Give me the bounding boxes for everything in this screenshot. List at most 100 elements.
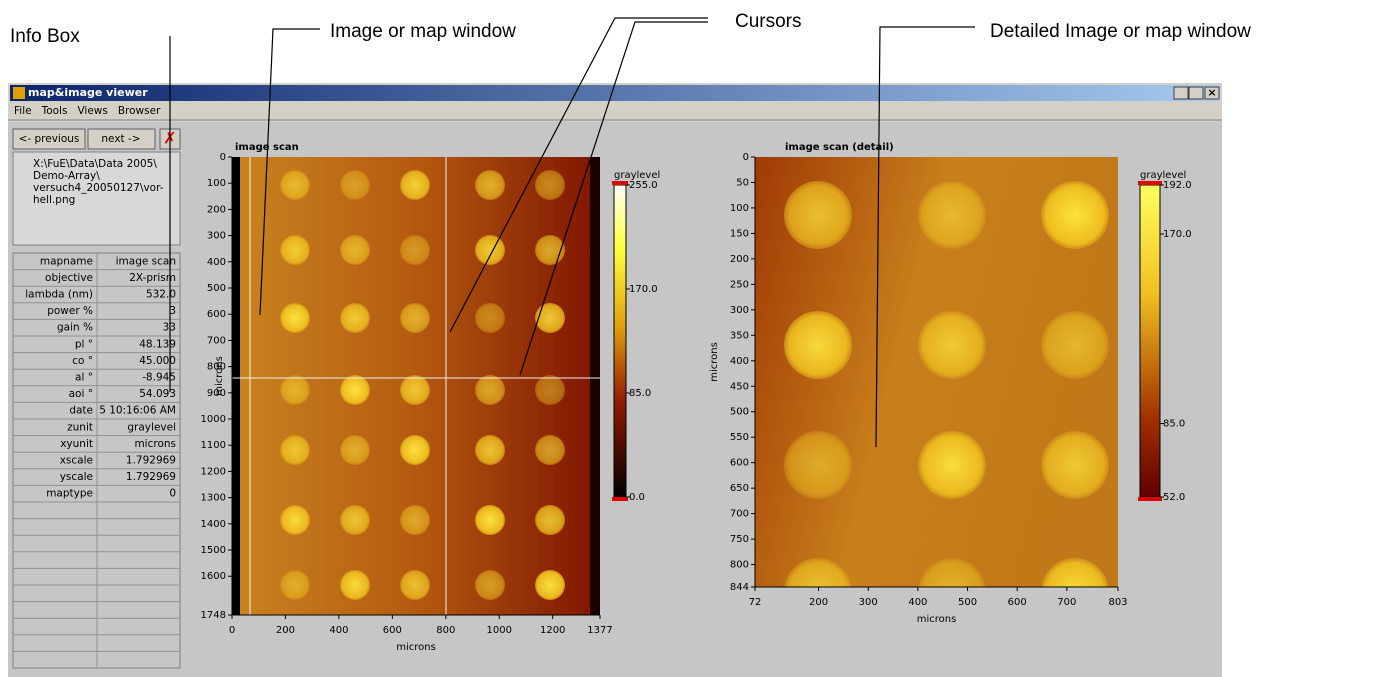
- annotation: Detailed Image or map window: [990, 21, 1251, 42]
- x-tick-label: 600: [1008, 597, 1027, 608]
- info-value: 532.0: [146, 289, 176, 301]
- y-axis-label: microns: [214, 356, 225, 396]
- button-label[interactable]: <- previous: [19, 133, 80, 145]
- colorbar-tick-label: 85.0: [629, 388, 651, 399]
- x-tick-label: 1377: [587, 625, 612, 636]
- info-key: yscale: [60, 471, 93, 483]
- y-tick-label: 700: [207, 335, 226, 346]
- info-key: lambda (nm): [25, 289, 93, 301]
- window-title: map&image viewer: [28, 86, 148, 99]
- info-key: power %: [47, 305, 93, 317]
- menu-item[interactable]: Views: [77, 105, 107, 117]
- y-tick-label: 350: [730, 330, 749, 341]
- colorbar-marker[interactable]: [612, 497, 628, 501]
- y-tick-label: 1748: [201, 610, 226, 621]
- y-tick-label: 600: [730, 458, 749, 469]
- y-tick-label: 1100: [201, 440, 226, 451]
- colorbar-tick-label: 170.0: [629, 284, 658, 295]
- info-key: xyunit: [60, 438, 93, 450]
- plot-title: image scan (detail): [785, 142, 894, 153]
- info-key: maptype: [46, 488, 93, 500]
- colorbar-marker[interactable]: [1138, 181, 1162, 185]
- info-value: microns: [134, 438, 176, 450]
- image-map: [232, 157, 600, 615]
- colorbar-tick-label: 170.0: [1163, 229, 1192, 240]
- x-tick-label: 72: [749, 597, 762, 608]
- colorbar-marker[interactable]: [612, 181, 628, 185]
- y-tick-label: 300: [730, 305, 749, 316]
- info-key: aoi °: [69, 388, 93, 400]
- y-tick-label: 400: [207, 257, 226, 268]
- y-tick-label: 700: [730, 509, 749, 520]
- menu-item[interactable]: Tools: [41, 105, 68, 117]
- colorbar-tick-label: 52.0: [1163, 492, 1185, 503]
- x-tick-label: 803: [1108, 597, 1127, 608]
- window-controls[interactable]: ×: [1174, 86, 1219, 99]
- x-tick-label: 200: [276, 625, 295, 636]
- y-tick-label: 0: [743, 152, 749, 163]
- x-axis-label: microns: [917, 614, 957, 625]
- info-value: image scan: [116, 255, 176, 267]
- x-tick-label: 300: [859, 597, 878, 608]
- annotation: Cursors: [735, 11, 802, 32]
- y-tick-label: 600: [207, 309, 226, 320]
- info-key: gain %: [57, 322, 93, 334]
- y-tick-label: 1600: [201, 571, 226, 582]
- menu-item[interactable]: Browser: [118, 105, 161, 117]
- colorbar-tick-label: 192.0: [1163, 180, 1192, 191]
- annotation: Image or map window: [330, 21, 516, 42]
- y-tick-label: 300: [207, 231, 226, 242]
- y-tick-label: 250: [730, 279, 749, 290]
- x-tick-label: 700: [1057, 597, 1076, 608]
- y-tick-label: 50: [736, 177, 749, 188]
- y-tick-label: 100: [207, 178, 226, 189]
- annotation: Info Box: [10, 26, 80, 47]
- info-key: co °: [72, 355, 93, 367]
- app-icon: [13, 87, 25, 99]
- y-tick-label: 1200: [201, 466, 226, 477]
- y-tick-label: 1000: [201, 414, 226, 425]
- colorbar-tick-label: 85.0: [1163, 418, 1185, 429]
- info-value: 5 10:16:06 AM: [99, 405, 176, 417]
- y-tick-label: 550: [730, 432, 749, 443]
- x-tick-label: 1000: [487, 625, 512, 636]
- menu-item[interactable]: File: [14, 105, 32, 117]
- y-tick-label: 100: [730, 203, 749, 214]
- info-key: mapname: [40, 255, 93, 267]
- x-tick-label: 200: [809, 597, 828, 608]
- path-line: versuch4_20050127\vor-: [33, 182, 164, 194]
- y-tick-label: 450: [730, 381, 749, 392]
- path-line: X:\FuE\Data\Data 2005\: [33, 158, 157, 170]
- title-bar: [10, 85, 1220, 101]
- y-tick-label: 1400: [201, 519, 226, 530]
- info-key: objective: [45, 272, 93, 284]
- info-value: 1.792969: [126, 455, 176, 467]
- button-label[interactable]: next ->: [101, 133, 140, 145]
- screenshot: Info Box Image or map window Cursors Det…: [0, 0, 1378, 677]
- info-value: 0: [169, 488, 176, 500]
- svg-text:×: ×: [1207, 86, 1216, 99]
- y-tick-label: 150: [730, 228, 749, 239]
- x-tick-label: 1200: [540, 625, 565, 636]
- detail-image-map: [755, 157, 1118, 626]
- info-value: -8.945: [142, 372, 176, 384]
- y-tick-label: 200: [730, 254, 749, 265]
- y-tick-label: 0: [220, 152, 226, 163]
- info-key: pl °: [75, 338, 93, 350]
- x-tick-label: 600: [383, 625, 402, 636]
- y-tick-label: 200: [207, 204, 226, 215]
- y-tick-label: 750: [730, 534, 749, 545]
- x-axis-label: microns: [396, 642, 436, 653]
- y-axis-label: microns: [709, 342, 720, 382]
- colorbar: [614, 185, 626, 497]
- info-key: date: [69, 405, 93, 417]
- y-tick-label: 1500: [201, 545, 226, 556]
- x-tick-label: 800: [436, 625, 455, 636]
- info-value: graylevel: [127, 421, 176, 433]
- x-tick-label: 400: [329, 625, 348, 636]
- colorbar-marker[interactable]: [1138, 497, 1162, 501]
- y-tick-label: 500: [207, 283, 226, 294]
- info-key: zunit: [67, 421, 93, 433]
- info-key: al °: [75, 372, 93, 384]
- y-tick-label: 1300: [201, 493, 226, 504]
